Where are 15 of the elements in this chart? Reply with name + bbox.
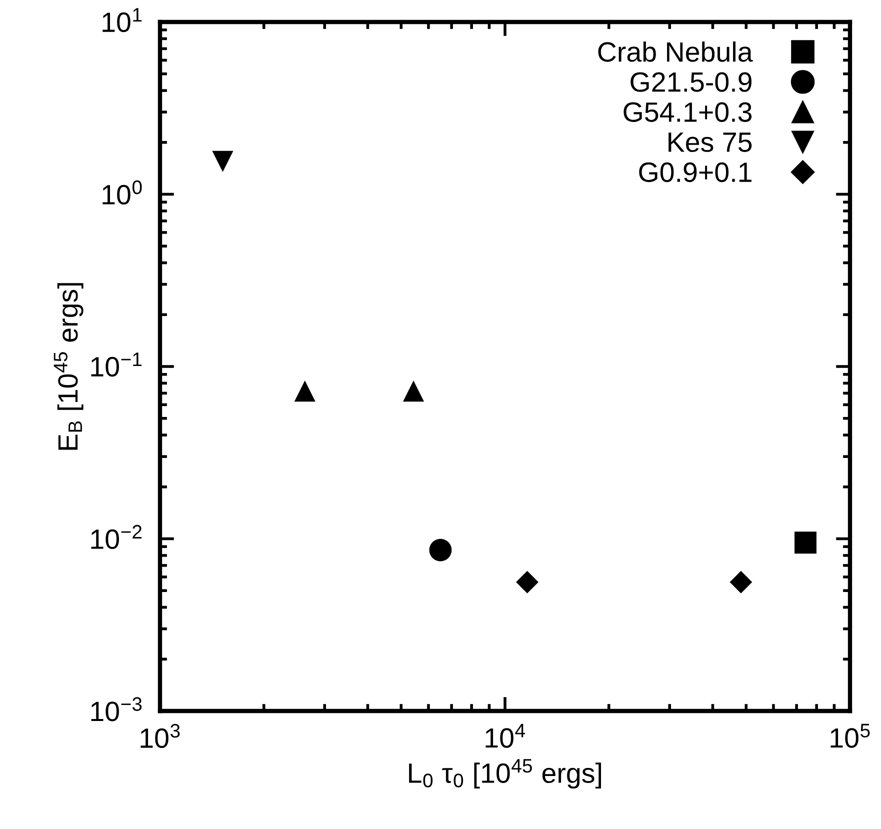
y-tick-label: 10$^{0}$ [102, 180, 142, 205]
legend-label: G21.5-0.9 [630, 72, 752, 92]
x-tick-label: 10$^{3}$ [140, 724, 180, 748]
legend-label: Crab Nebula [598, 41, 753, 62]
y-tick-label: 10$^{−1}$ [91, 352, 142, 377]
legend-label: Kes 75 [668, 132, 752, 152]
x-axis-title: L$_{0}$ τ$_{0}$ [10$^{45}$ ergs] [409, 759, 601, 789]
legend-label: G0.9+0.1 [639, 162, 752, 182]
y-tick-label: 10$^{−2}$ [91, 524, 142, 550]
x-tick-label: 10$^{4}$ [486, 724, 526, 748]
y-tick-label: 10$^{−3}$ [91, 697, 142, 722]
x-tick-label: 10$^{5}$ [830, 724, 870, 748]
legend-label: G54.1+0.3 [624, 102, 752, 122]
y-tick-label: 10$^{1}$ [102, 8, 142, 32]
y-axis-title: E$_{B}$ [10$^{45}$ ergs] [54, 283, 84, 450]
